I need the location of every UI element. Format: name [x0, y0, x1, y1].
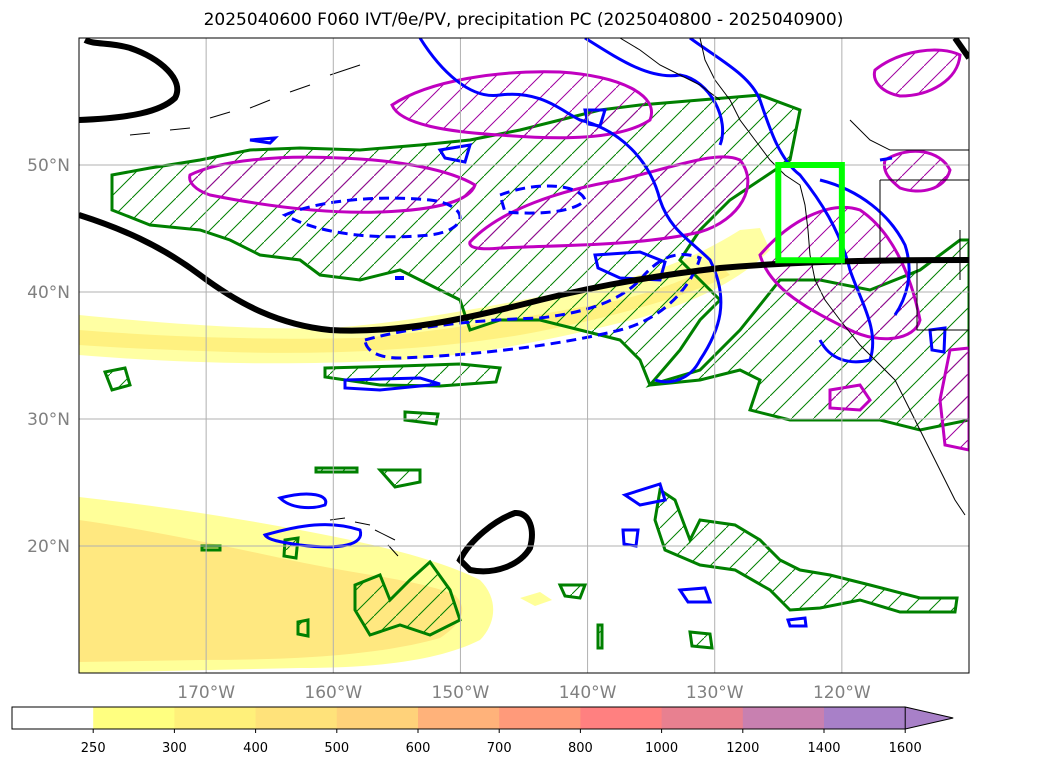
pv-contour — [343, 376, 441, 392]
border-canada-us — [849, 119, 969, 151]
precip-region — [323, 362, 502, 388]
theta-e-contours — [79, 38, 969, 575]
lat-tick-label: 50°N — [27, 156, 70, 176]
pv-contour — [677, 586, 713, 604]
precip-region — [314, 466, 359, 474]
colorbar-segment — [12, 707, 94, 729]
theta-e-contour — [79, 38, 181, 123]
region-highlight-box — [775, 162, 845, 264]
longitude-labels: 170°W 160°W 150°W 140°W 130°W 120°W — [177, 683, 871, 703]
coastline-north-america — [699, 38, 966, 516]
colorbar-segment — [255, 707, 338, 729]
border-states — [879, 179, 969, 331]
lat-tick-label: 30°N — [27, 410, 70, 430]
colorbar-tick-label: 1400 — [807, 741, 840, 756]
colorbar-segment — [336, 707, 419, 729]
lon-tick-label: 170°W — [177, 683, 235, 703]
coastline-hawaii — [329, 517, 399, 557]
lon-tick-label: 140°W — [559, 683, 617, 703]
colorbar-segment — [580, 707, 663, 729]
colorbar-tick-label: 700 — [487, 741, 512, 756]
colorbar-segment — [93, 707, 175, 729]
map-frame — [78, 37, 970, 674]
precip-region — [403, 410, 440, 426]
colorbar-segment — [499, 707, 581, 729]
precip-region — [102, 366, 132, 392]
latitude-labels: 20°N 30°N 40°N 50°N — [27, 156, 70, 557]
precip-region — [296, 618, 310, 638]
lat-tick-label: 20°N — [27, 537, 70, 557]
magenta-contour — [468, 155, 750, 251]
magenta-contour — [872, 48, 962, 98]
colorbar-tick-label: 250 — [81, 741, 106, 756]
pv-contour — [583, 108, 608, 128]
pv-contour — [621, 528, 640, 548]
lat-tick-label: 40°N — [27, 283, 70, 303]
precip-region — [353, 559, 462, 637]
precip-region — [200, 544, 222, 552]
magenta-contour — [882, 149, 952, 193]
pv-contour — [418, 38, 723, 384]
lon-tick-label: 130°W — [686, 683, 744, 703]
colorbar-tick-label: 300 — [162, 741, 187, 756]
precip-region — [596, 623, 604, 650]
pv-contour — [593, 250, 667, 282]
gridlines — [79, 38, 969, 673]
ivt-fill-band — [79, 228, 770, 364]
pv-contour — [249, 136, 279, 145]
colorbar-segment — [824, 707, 906, 729]
colorbar-tick-label: 1000 — [645, 741, 678, 756]
colorbar-segment — [418, 707, 500, 729]
theta-e-contour — [952, 38, 969, 60]
lon-tick-label: 150°W — [432, 683, 490, 703]
colorbar: 250 300 400 500 600 700 800 1000 1200 1400 1600 — [11, 706, 954, 756]
colorbar-segment — [742, 707, 825, 729]
pv-contour — [498, 184, 587, 215]
colorbar-tick-label: 400 — [243, 741, 268, 756]
pv-contour — [277, 492, 328, 510]
colorbar-tick-label: 500 — [324, 741, 349, 756]
precip-region — [282, 536, 300, 560]
pv-contour — [281, 196, 462, 239]
pv-contour — [879, 156, 893, 162]
colorbar-tick-label: 1600 — [889, 741, 922, 756]
colorbar-segment — [174, 707, 257, 729]
magenta-contour — [390, 70, 653, 140]
colorbar-tick-label: 600 — [406, 741, 431, 756]
magenta-contour — [828, 383, 872, 412]
colorbar-extend-arrow — [904, 706, 954, 730]
pv-contour — [819, 178, 911, 316]
precip-region — [557, 583, 588, 600]
theta-e-contour — [79, 212, 969, 334]
precip-region — [376, 468, 422, 489]
precip-region — [688, 630, 714, 650]
colorbar-outline — [11, 706, 906, 730]
magenta-contour — [938, 346, 969, 452]
colorbar-tick-label: 1200 — [726, 741, 759, 756]
precip-region — [653, 487, 959, 614]
coastline-aleutians — [129, 64, 361, 136]
pv-contour — [928, 326, 947, 354]
pv-contour — [689, 38, 875, 364]
pv-contour — [262, 523, 363, 549]
map-title: 2025040600 F060 IVT/θe/PV, precipitation… — [203, 10, 844, 30]
colorbar-segment — [661, 707, 744, 729]
lon-tick-label: 160°W — [304, 683, 362, 703]
theta-e-contour — [456, 510, 535, 575]
pv-contour — [785, 616, 808, 628]
pv-contour — [363, 253, 702, 360]
pv-contour — [621, 482, 667, 507]
map-panel — [79, 38, 969, 673]
lon-tick-label: 120°W — [813, 683, 871, 703]
coastline-alaska-panhandle — [619, 38, 721, 101]
colorbar-tick-label: 800 — [568, 741, 593, 756]
coastlines — [129, 38, 969, 557]
ivt-fill-band — [520, 592, 552, 606]
